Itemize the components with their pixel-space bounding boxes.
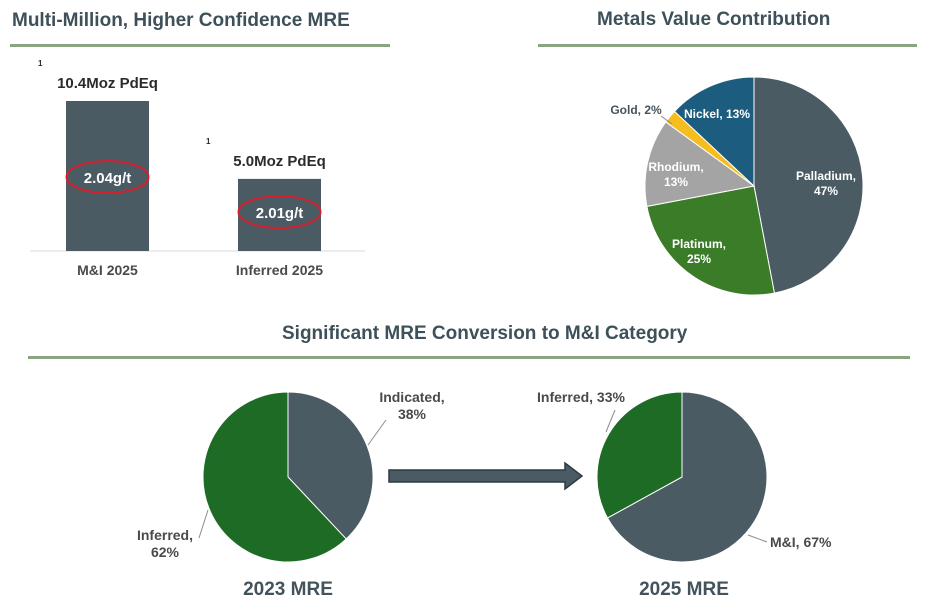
- leader-line-inferred: [605, 409, 616, 433]
- pie-slice-m-i: [606, 391, 768, 563]
- pie-slice-inferred: [596, 391, 683, 519]
- right-arrow-icon: [388, 461, 584, 491]
- bar-title-rule: [10, 44, 390, 47]
- slice-label-rhodium: 13%: [664, 175, 688, 189]
- leader-line-inferred: [198, 509, 209, 539]
- bar-value-label-mi: 10.4Moz PdEq: [57, 75, 158, 92]
- slice-label-inferred: Inferred,: [137, 527, 193, 543]
- grade-label-inferred: 2.01g/t: [256, 205, 304, 222]
- pie-slice-indicated: [287, 391, 374, 540]
- slice-label-platinum: Platinum,: [672, 237, 726, 251]
- pie-slice-nickel: [673, 76, 755, 188]
- slice-label-indicated: Indicated,: [379, 389, 444, 405]
- footnote-mark-inferred: 1: [206, 137, 211, 146]
- slice-label-m-i: M&I, 67%: [770, 534, 832, 550]
- mre-2023-pie: Indicated,38% Inferred,62%: [137, 389, 445, 563]
- bar-inferred-2025: [238, 178, 321, 251]
- footnote-mark-mi: 1: [38, 59, 43, 68]
- bar-chart-title: Multi-Million, Higher Confidence MRE: [12, 10, 350, 31]
- category-label-mi: M&I 2025: [77, 262, 138, 278]
- slice-label-rhodium: Rhodium,: [648, 160, 703, 174]
- pie-slice-palladium: [753, 76, 864, 294]
- slice-label-inferred: Inferred, 33%: [537, 389, 625, 405]
- leader-line-indicated: [367, 419, 387, 446]
- pie-slice-inferred: [202, 391, 347, 563]
- slice-label-indicated: 38%: [398, 406, 427, 422]
- metals-title-rule: [538, 44, 917, 47]
- slice-label-palladium: Palladium,: [796, 169, 856, 183]
- bar-mi-2025: [66, 101, 149, 251]
- slice-label-palladium: 47%: [814, 184, 838, 198]
- metals-pie: Palladium,47% Platinum,25% Rhodium,13% Gold…: [610, 76, 864, 296]
- grade-oval-inferred: [237, 195, 322, 229]
- slice-label-nickel: Nickel, 13%: [684, 107, 750, 121]
- mre-2025-pie: M&I, 67% Inferred, 33%: [537, 389, 832, 563]
- category-label-inferred: Inferred 2025: [236, 262, 323, 278]
- leader-line-m-i: [747, 534, 768, 543]
- slice-label-inferred: 62%: [151, 544, 180, 560]
- pie-slice-rhodium: [644, 121, 756, 208]
- slice-label-platinum: 25%: [687, 252, 711, 266]
- mre-2025-title: 2025 MRE: [639, 579, 729, 600]
- leader-line-gold: [660, 115, 673, 125]
- slice-label-gold: Gold, 2%: [610, 103, 662, 117]
- metals-chart-title: Metals Value Contribution: [597, 9, 831, 30]
- mre-2023-title: 2023 MRE: [243, 579, 333, 600]
- conversion-title: Significant MRE Conversion to M&I Catego…: [282, 323, 688, 344]
- conversion-title-rule: [28, 356, 910, 359]
- pie-slice-platinum: [646, 185, 776, 296]
- grade-oval-mi: [65, 160, 150, 194]
- grade-label-mi: 2.04g/t: [84, 170, 132, 187]
- bar-value-label-inferred: 5.0Moz PdEq: [233, 153, 326, 170]
